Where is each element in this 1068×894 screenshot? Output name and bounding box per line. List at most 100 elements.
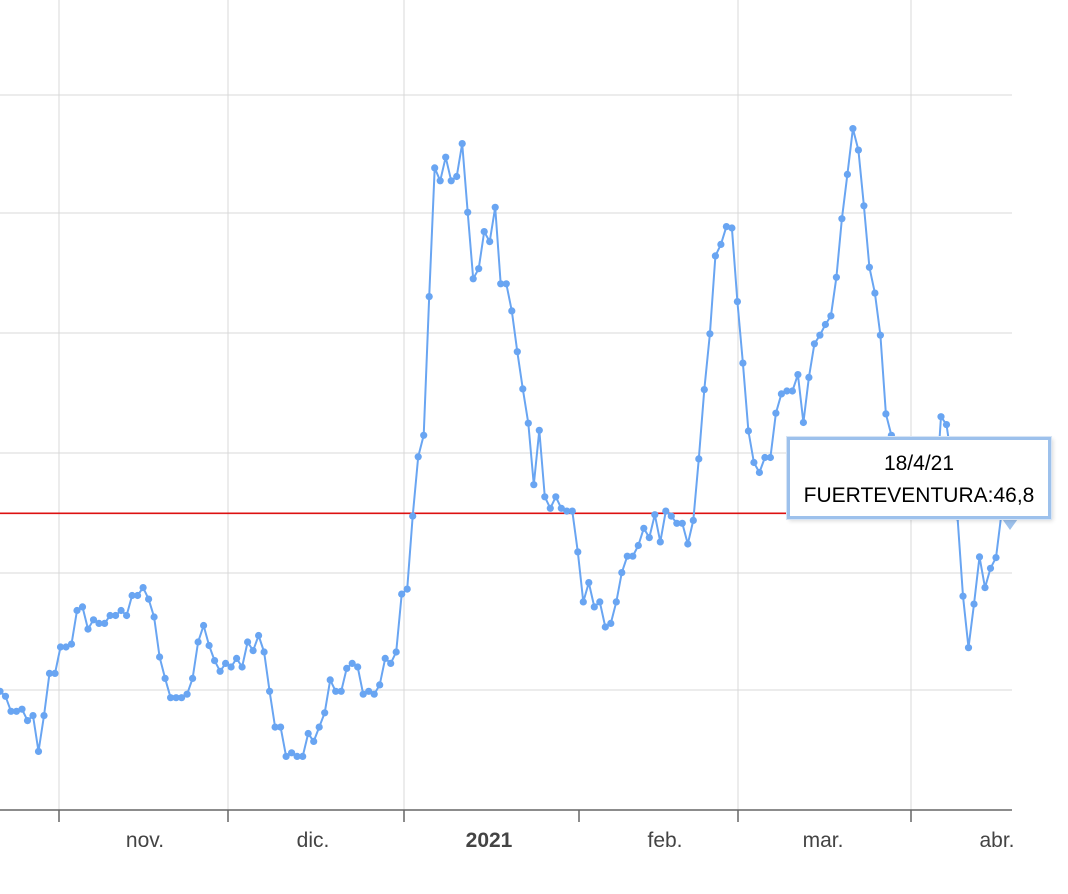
data-point[interactable] (189, 674, 197, 683)
data-point[interactable] (689, 516, 697, 525)
data-point[interactable] (34, 747, 43, 756)
data-point[interactable] (524, 419, 532, 427)
data-point[interactable] (530, 481, 538, 489)
data-point[interactable] (145, 595, 153, 603)
data-point[interactable] (354, 663, 362, 671)
data-point[interactable] (172, 694, 180, 702)
data-point[interactable] (618, 569, 626, 577)
data-point[interactable] (409, 512, 417, 520)
data-point[interactable] (436, 177, 444, 185)
data-point[interactable] (645, 534, 653, 542)
data-point[interactable] (832, 273, 841, 281)
data-point[interactable] (882, 410, 890, 418)
data-point[interactable] (607, 619, 615, 628)
data-point[interactable] (464, 208, 472, 216)
data-point[interactable] (277, 723, 285, 731)
data-point[interactable] (805, 373, 813, 381)
data-point[interactable] (651, 511, 659, 519)
data-point[interactable] (293, 752, 301, 761)
data-point[interactable] (299, 752, 307, 761)
data-point[interactable] (552, 493, 560, 501)
data-point[interactable] (178, 694, 186, 702)
data-point[interactable] (568, 507, 576, 515)
data-point[interactable] (282, 752, 290, 761)
data-point[interactable] (871, 289, 879, 297)
data-point[interactable] (937, 413, 945, 421)
data-point[interactable] (123, 611, 131, 620)
data-point[interactable] (304, 729, 312, 738)
data-point[interactable] (233, 654, 241, 663)
data-point[interactable] (387, 659, 395, 668)
data-point[interactable] (365, 687, 373, 695)
data-point[interactable] (95, 619, 103, 628)
data-point[interactable] (519, 385, 527, 393)
data-point[interactable] (772, 409, 780, 417)
data-point[interactable] (794, 371, 802, 379)
data-point[interactable] (89, 616, 98, 624)
data-point[interactable] (266, 687, 274, 695)
data-point[interactable] (942, 421, 951, 429)
data-point[interactable] (986, 564, 995, 572)
data-point[interactable] (117, 606, 125, 615)
data-point[interactable] (975, 553, 984, 561)
data-point[interactable] (227, 663, 235, 671)
data-point[interactable] (788, 387, 797, 395)
data-point[interactable] (101, 619, 109, 628)
data-point[interactable] (502, 280, 510, 288)
data-point[interactable] (139, 584, 147, 592)
data-point[interactable] (442, 153, 450, 161)
data-point[interactable] (959, 592, 967, 600)
data-point[interactable] (321, 709, 329, 717)
data-point[interactable] (810, 340, 819, 348)
data-point[interactable] (717, 240, 725, 248)
data-point[interactable] (755, 468, 764, 477)
data-point[interactable] (161, 674, 169, 683)
data-point[interactable] (992, 554, 1000, 562)
data-point[interactable] (860, 202, 868, 210)
data-point[interactable] (535, 426, 543, 434)
data-point[interactable] (816, 331, 824, 339)
data-point[interactable] (579, 598, 587, 606)
data-point[interactable] (777, 390, 786, 398)
data-point[interactable] (964, 644, 973, 652)
data-point[interactable] (431, 164, 439, 172)
data-point[interactable] (244, 638, 252, 646)
data-point[interactable] (398, 590, 406, 598)
data-point[interactable] (84, 625, 92, 633)
data-point[interactable] (194, 638, 202, 646)
data-point[interactable] (876, 331, 885, 339)
data-point[interactable] (425, 293, 433, 301)
data-point[interactable] (612, 598, 620, 606)
data-point[interactable] (590, 603, 598, 611)
data-point[interactable] (557, 504, 565, 512)
data-point[interactable] (601, 623, 609, 631)
data-point[interactable] (480, 228, 488, 236)
data-point[interactable] (766, 453, 775, 462)
data-point[interactable] (216, 667, 224, 675)
data-point[interactable] (684, 540, 692, 548)
data-point[interactable] (211, 657, 219, 665)
data-point[interactable] (458, 140, 466, 148)
data-point[interactable] (332, 687, 340, 695)
data-point[interactable] (392, 648, 400, 656)
data-point[interactable] (370, 690, 378, 698)
data-point[interactable] (678, 519, 686, 527)
data-point[interactable] (62, 643, 70, 651)
data-point[interactable] (546, 504, 554, 512)
data-point[interactable] (662, 507, 670, 515)
data-point[interactable] (260, 648, 268, 656)
data-point[interactable] (1, 692, 10, 700)
data-point[interactable] (67, 640, 76, 648)
data-point[interactable] (596, 598, 604, 606)
data-point[interactable] (348, 659, 356, 668)
data-point[interactable] (359, 690, 367, 698)
data-point[interactable] (843, 170, 852, 178)
data-point[interactable] (574, 548, 582, 556)
data-point[interactable] (981, 584, 989, 592)
data-point[interactable] (222, 659, 230, 668)
data-point[interactable] (18, 705, 26, 713)
data-point[interactable] (821, 320, 830, 329)
data-point[interactable] (288, 749, 296, 757)
data-point[interactable] (623, 552, 631, 560)
data-point[interactable] (315, 723, 323, 731)
